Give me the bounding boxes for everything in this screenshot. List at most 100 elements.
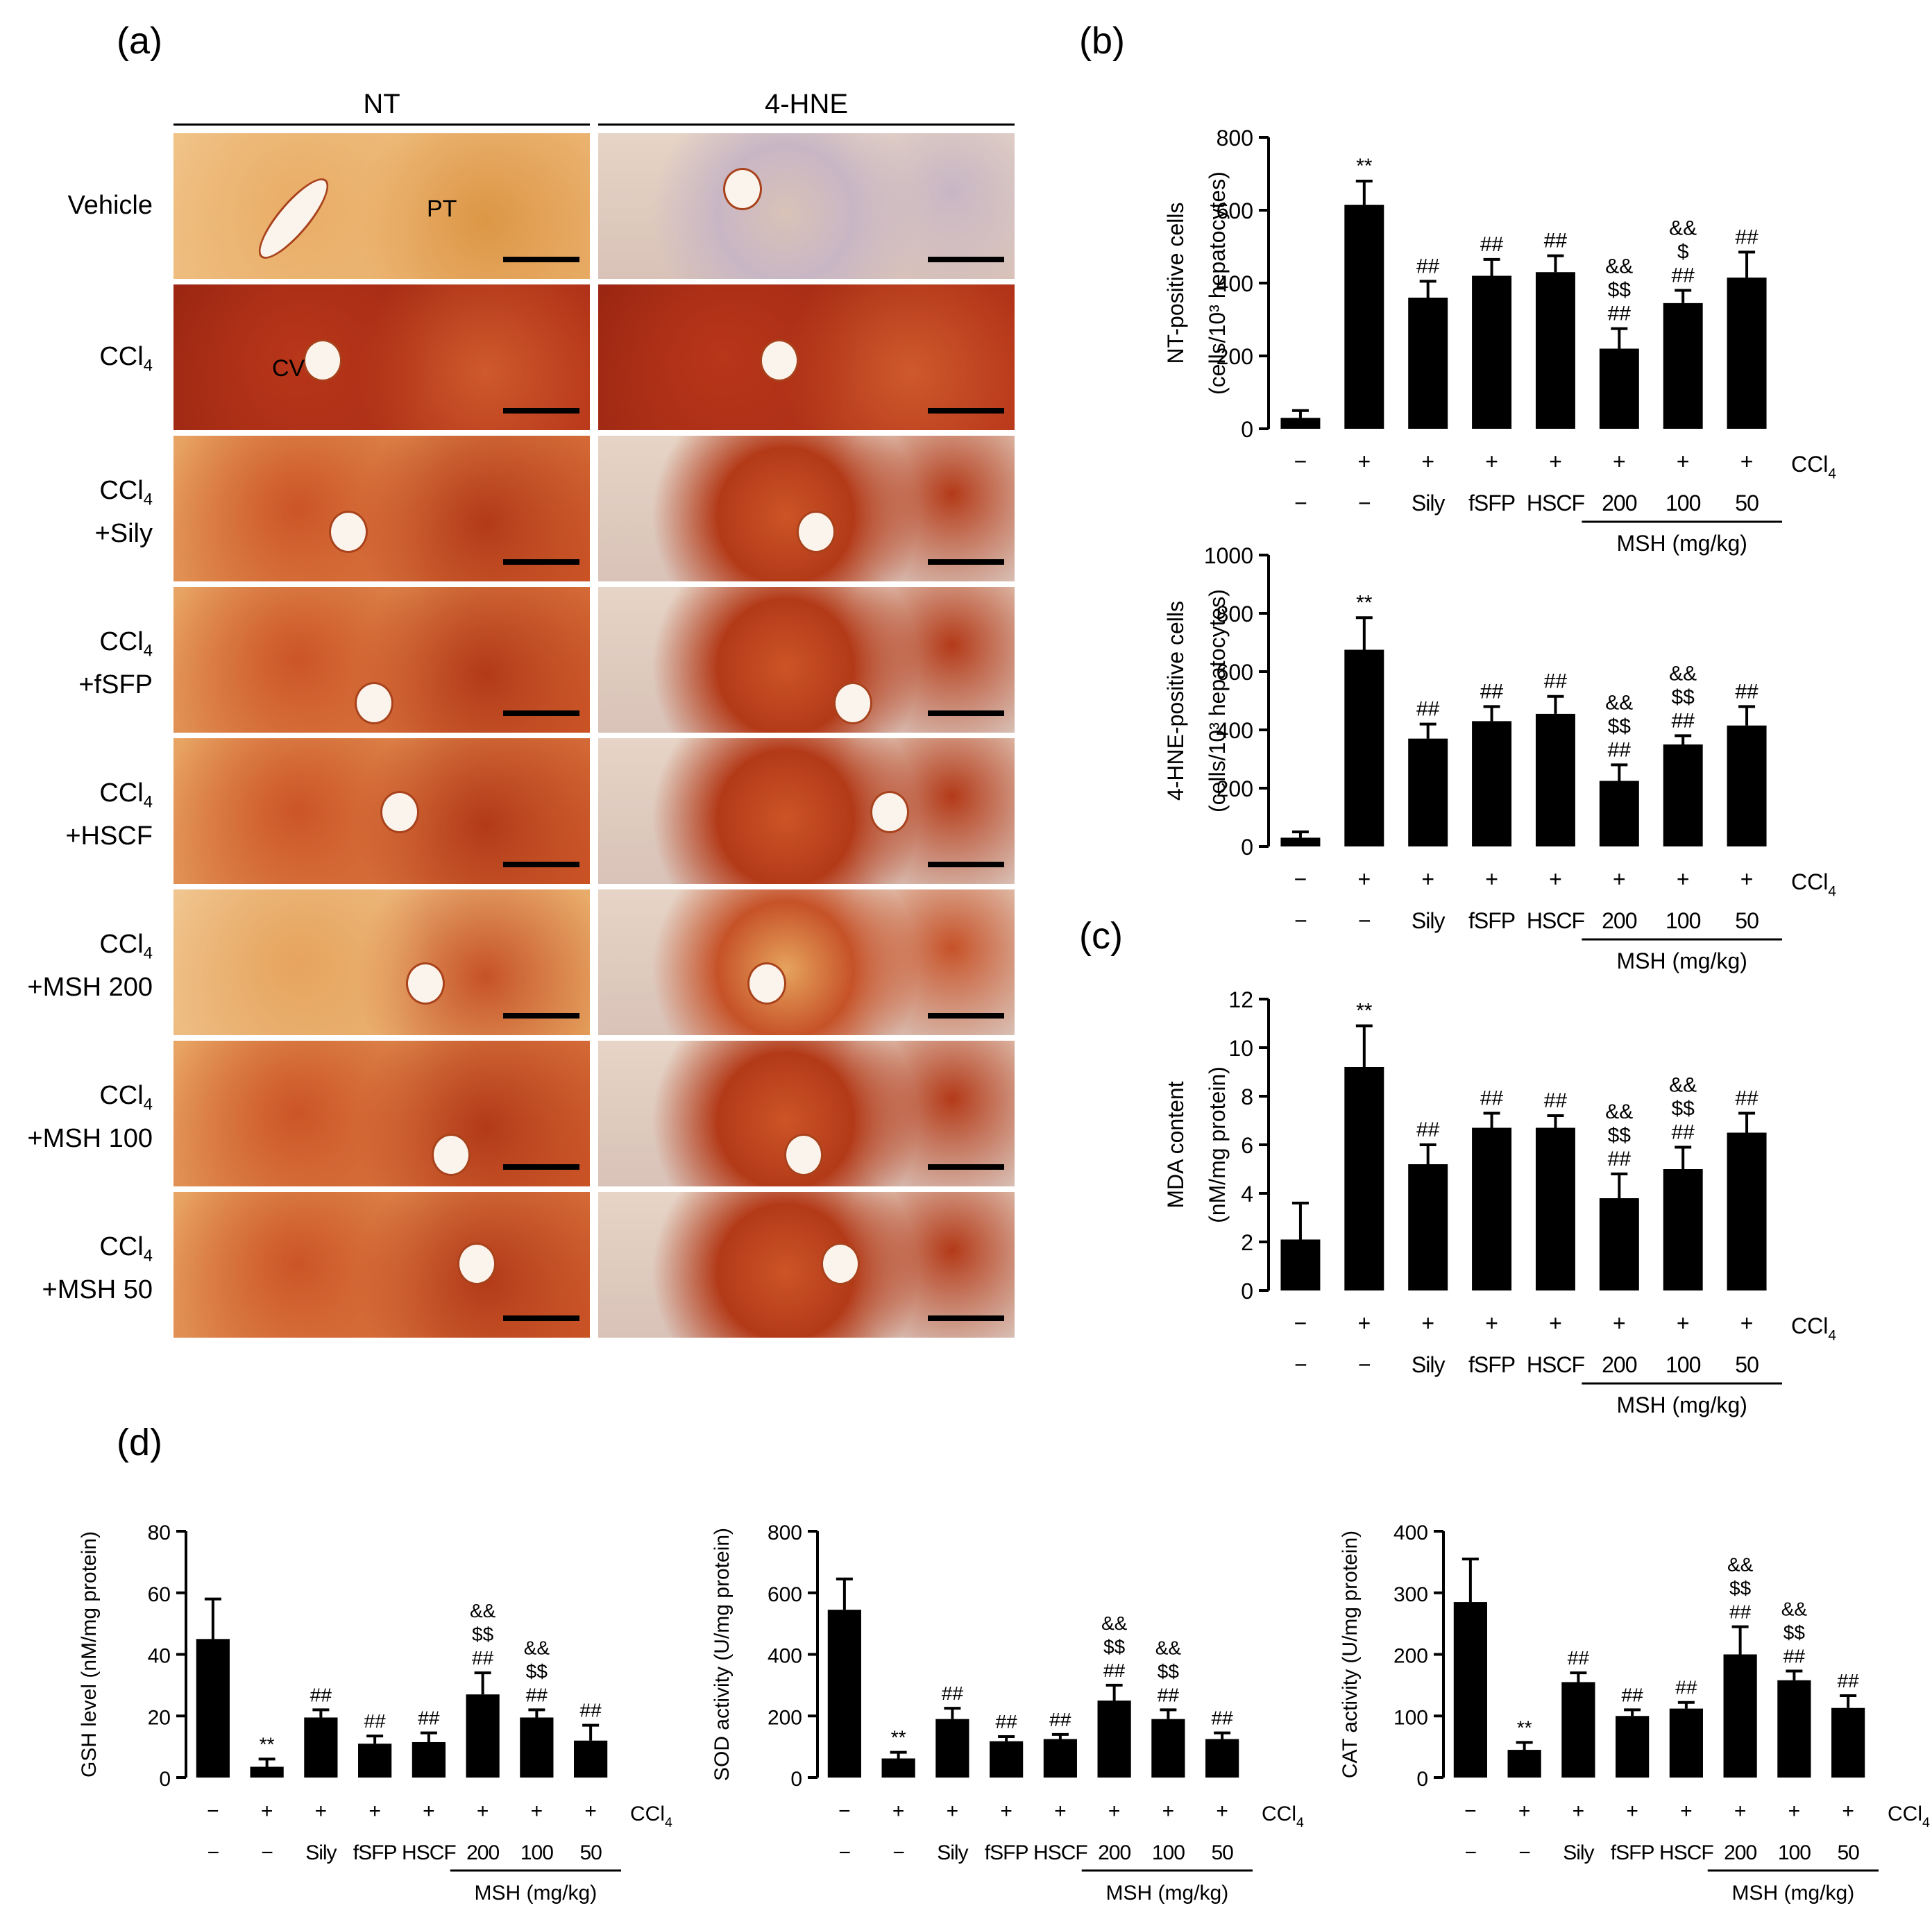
y-tick-label: 600 <box>1217 660 1253 685</box>
ccl4-sign: − <box>1294 1311 1307 1336</box>
bar <box>1472 275 1512 429</box>
treatment-label: 100 <box>1666 491 1701 516</box>
bar <box>412 1741 446 1778</box>
ccl4-row-label: CCl4 <box>1262 1803 1304 1830</box>
treatment-label: − <box>1294 908 1307 933</box>
significance-mark: && <box>1605 255 1633 278</box>
bar <box>1535 1127 1575 1290</box>
panel-label-b: (b) <box>1079 20 1125 62</box>
ccl4-sign: + <box>1680 1800 1693 1823</box>
bar <box>1727 278 1767 429</box>
scale-bar <box>928 1164 1004 1170</box>
ccl4-sign: + <box>1485 449 1498 474</box>
significance-mark: $$ <box>1672 685 1695 708</box>
ccl4-sign: + <box>1421 1311 1434 1336</box>
significance-mark: ## <box>1735 225 1759 248</box>
column-header-nt: NT <box>363 89 400 119</box>
row-label-line1: Vehicle <box>67 191 153 220</box>
vessel-lumen <box>747 962 786 1005</box>
ccl4-sign: + <box>1573 1800 1585 1823</box>
vessel-lumen <box>784 1134 823 1176</box>
treatment-label: Sily <box>1412 491 1446 516</box>
ccl4-sign: + <box>1162 1800 1175 1823</box>
bar <box>1507 1750 1541 1778</box>
vessel-lumen <box>760 339 799 382</box>
y-tick-label: 60 <box>148 1583 171 1606</box>
significance-mark: $$ <box>1729 1578 1752 1599</box>
row-label: Vehicle <box>14 189 153 222</box>
y-tick-label: 4 <box>1241 1182 1253 1207</box>
treatment-label: 50 <box>1735 908 1759 933</box>
ccl4-sign: + <box>1740 1311 1754 1336</box>
msh-group-label: MSH (mg/kg) <box>1616 948 1747 973</box>
ccl4-sign: + <box>1626 1800 1638 1823</box>
vessel-lumen <box>432 1134 471 1176</box>
hne-micrograph <box>598 1192 1015 1338</box>
vessel-lumen <box>406 962 445 1005</box>
vessel-lumen <box>723 168 762 210</box>
bar <box>1280 1239 1321 1290</box>
y-axis-label: GSH level (nM/mg protein) <box>78 1531 101 1778</box>
bar <box>1599 781 1639 846</box>
treatment-label: 100 <box>1778 1841 1811 1864</box>
ccl4-sign: + <box>261 1800 273 1823</box>
significance-mark: ## <box>1735 1087 1759 1110</box>
row-label-line2: +MSH 100 <box>27 1123 153 1153</box>
vessel-lumen <box>797 511 836 553</box>
treatment-label: HSCF <box>402 1841 456 1864</box>
ccl4-sign: + <box>1357 1311 1371 1336</box>
treatment-label: 100 <box>1666 908 1701 933</box>
treatment-label: − <box>1294 491 1307 516</box>
treatment-label: 50 <box>1735 491 1759 516</box>
bar <box>1472 721 1512 846</box>
significance-mark: $$ <box>526 1660 548 1682</box>
significance-mark: ## <box>1480 680 1504 703</box>
ccl4-sign: + <box>1740 867 1754 892</box>
y-axis-label: CAT activity (U/mg protein) <box>1339 1531 1362 1778</box>
bar <box>1777 1680 1811 1778</box>
ccl4-sign: + <box>584 1800 597 1823</box>
bar <box>1561 1682 1595 1778</box>
y-tick-label: 200 <box>768 1706 802 1729</box>
y-tick-label: 400 <box>1393 1522 1428 1544</box>
y-axis-label-units: (cells/10³ hepatocytes) <box>1205 171 1230 395</box>
treatment-label: − <box>1294 1352 1307 1377</box>
treatment-label: 100 <box>520 1841 553 1864</box>
y-axis-label: SOD activity (U/mg protein) <box>711 1528 734 1781</box>
significance-mark: ## <box>1480 1087 1504 1110</box>
treatment-label: fSFP <box>1468 491 1515 516</box>
bar <box>1205 1739 1239 1778</box>
scale-bar <box>503 862 579 867</box>
treatment-label: 200 <box>1098 1841 1130 1864</box>
y-tick-label: 6 <box>1241 1133 1253 1158</box>
significance-mark: ## <box>1838 1670 1860 1692</box>
y-tick-label: 800 <box>768 1522 802 1544</box>
ccl4-sign: + <box>1485 1311 1498 1336</box>
y-tick-label: 12 <box>1228 987 1253 1012</box>
ccl4-sign: + <box>1216 1800 1228 1823</box>
bar <box>1280 837 1321 846</box>
ccl4-sign: + <box>1000 1800 1012 1823</box>
y-axis-label-units: (nM/mg protein) <box>1205 1066 1230 1223</box>
bar <box>1453 1602 1487 1778</box>
ccl4-sign: − <box>207 1800 219 1823</box>
significance-mark: $$ <box>1608 715 1632 738</box>
bar <box>250 1766 284 1778</box>
y-tick-label: 0 <box>1416 1768 1428 1791</box>
panel-label-c: (c) <box>1079 915 1123 957</box>
ccl4-sign: + <box>1842 1800 1854 1823</box>
hne-micrograph <box>598 1041 1015 1186</box>
bar <box>1535 713 1575 846</box>
ccl4-sign: + <box>1421 867 1434 892</box>
significance-mark: ## <box>1735 680 1759 703</box>
significance-mark: $$ <box>1783 1621 1806 1643</box>
ccl4-sign: − <box>1294 449 1307 474</box>
significance-mark: ## <box>1729 1601 1752 1623</box>
scale-bar <box>503 257 579 262</box>
ccl4-sign: + <box>1677 449 1690 474</box>
bar <box>520 1717 554 1778</box>
msh-group-label: MSH (mg/kg) <box>1616 1392 1747 1417</box>
treatment-label: 200 <box>466 1841 499 1864</box>
ccl4-sign: + <box>1518 1800 1531 1823</box>
